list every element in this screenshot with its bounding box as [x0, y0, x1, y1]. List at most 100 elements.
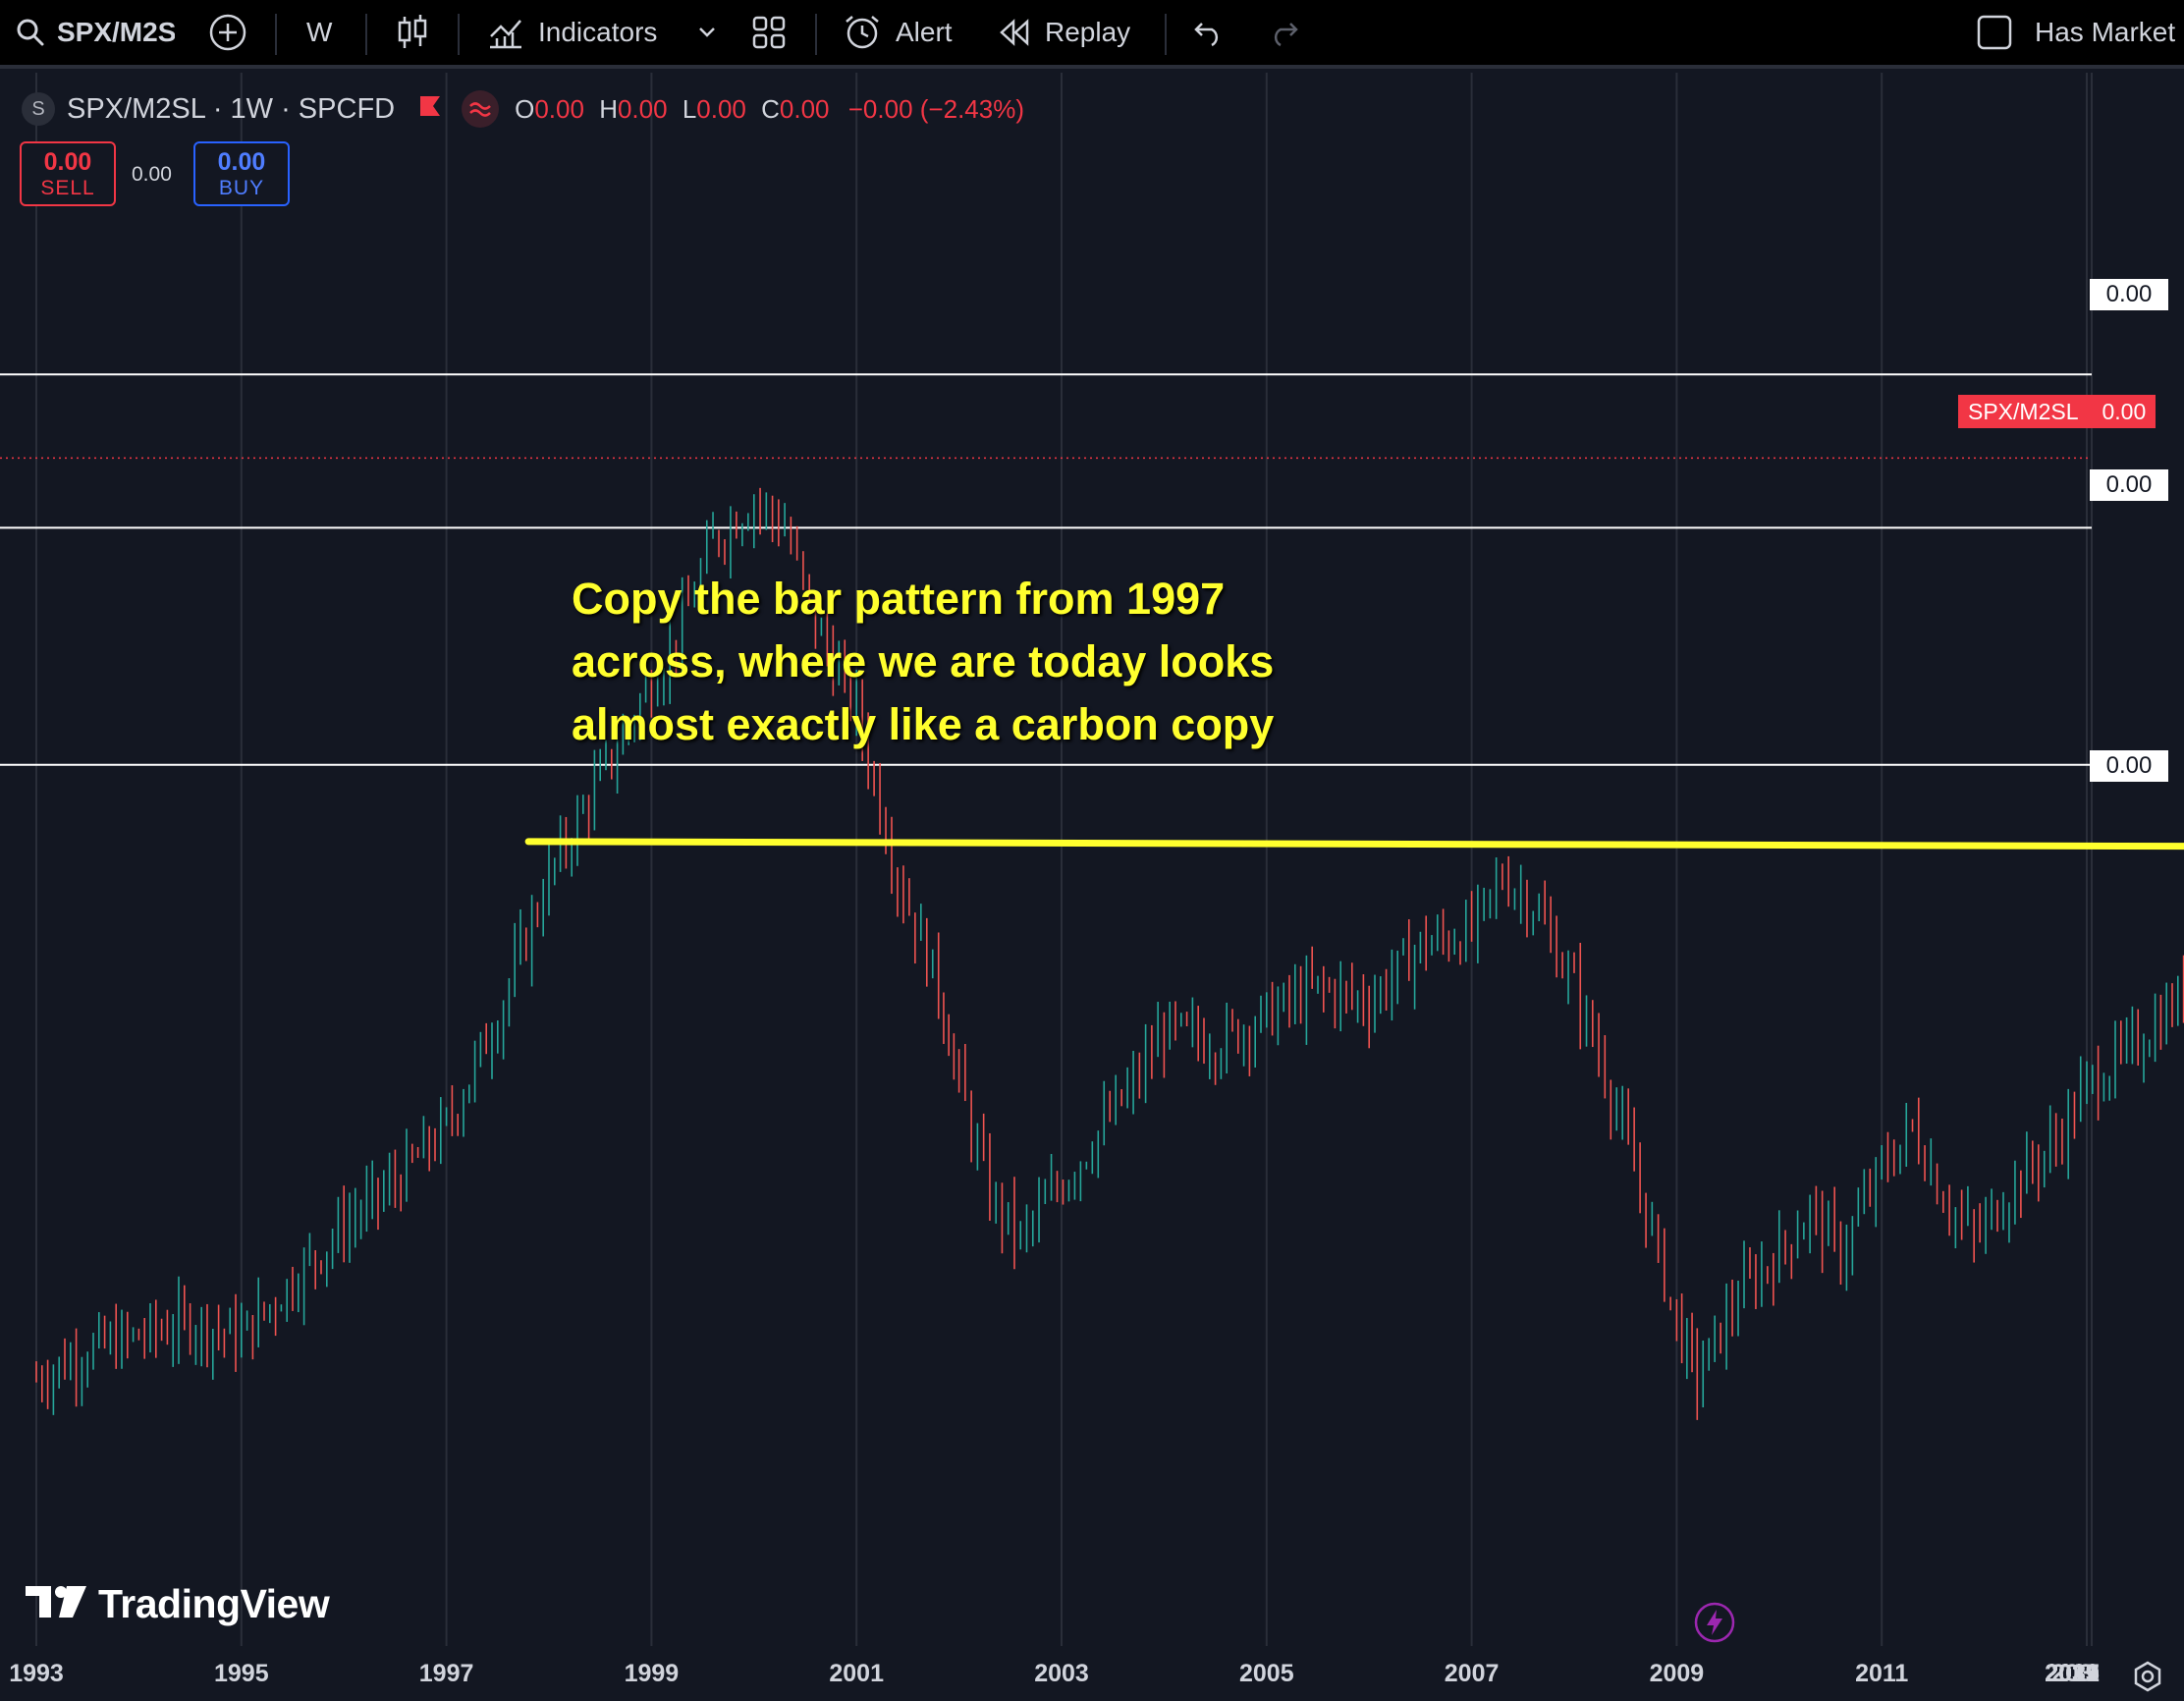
price-tag-top[interactable]: 0.00 — [2090, 279, 2168, 310]
close-key: C — [761, 93, 780, 124]
chart-type-button[interactable] — [397, 0, 428, 67]
chart-background — [0, 73, 2184, 1646]
sell-button[interactable]: 0.00 SELL — [20, 141, 116, 206]
time-axis-label: 2013 — [2045, 1660, 2100, 1687]
last-price-symbol: SPX/M2SL — [1968, 398, 2079, 424]
symbol-badge: S — [22, 92, 55, 126]
interval-button[interactable]: W — [306, 0, 332, 67]
alarm-clock-icon — [843, 13, 882, 52]
time-axis-label: 2017 — [2045, 1660, 2100, 1687]
gear-icon — [2134, 1661, 2161, 1692]
toolbar-divider — [1165, 14, 1167, 55]
toolbar-divider — [275, 14, 277, 55]
symbol-search[interactable]: SPX/M2S — [16, 0, 175, 67]
price-tag-lower[interactable]: 0.00 — [2090, 750, 2168, 782]
toolbar-divider — [815, 14, 817, 55]
indicators-label: Indicators — [538, 17, 658, 47]
series-legend: S SPX/M2SL · 1W · SPCFD O0.00 H0.00 L0.0… — [22, 90, 1024, 128]
price-chart[interactable] — [0, 73, 2184, 1646]
time-axis-label: 2005 — [1238, 1660, 1294, 1687]
time-axis-label: 2021 — [2045, 1660, 2100, 1687]
time-axis-label: 2029 — [2045, 1660, 2100, 1687]
templates-button[interactable] — [752, 0, 786, 67]
time-axis-label: 2015 — [2045, 1660, 2100, 1687]
time-axis-label: 1995 — [213, 1660, 269, 1687]
redo-icon — [1267, 18, 1300, 47]
annotation-line-3: almost exactly like a carbon copy — [572, 699, 1275, 749]
checkbox-icon[interactable] — [1976, 14, 2013, 51]
symbol-input[interactable]: SPX/M2S — [57, 17, 175, 47]
annotation-line-1: Copy the bar pattern from 1997 — [572, 574, 1226, 624]
close-value: 0.00 — [779, 93, 830, 124]
open-value: 0.00 — [534, 93, 584, 124]
interval-label: W — [306, 17, 333, 47]
low-key: L — [682, 93, 697, 124]
tradingview-logo-icon — [26, 1584, 86, 1624]
change-value: −0.00 (−2.43%) — [847, 93, 1024, 124]
tradingview-watermark: TradingView — [26, 1581, 330, 1627]
annotation-arrow-shaft — [524, 838, 2184, 850]
flag-icon[interactable] — [418, 93, 442, 126]
time-axis-label: 1993 — [9, 1660, 64, 1687]
axis-settings-button[interactable] — [2131, 1660, 2164, 1698]
lightning-icon — [1694, 1602, 1735, 1643]
last-price-value: 0.00 — [2102, 398, 2147, 424]
alert-button[interactable]: Alert — [843, 0, 953, 67]
time-axis-label: 2027 — [2045, 1660, 2100, 1687]
buy-button[interactable]: 0.00 BUY — [193, 141, 290, 206]
low-value: 0.00 — [696, 93, 746, 124]
time-axis-label: 2025 — [2045, 1660, 2100, 1687]
time-axis-label: 2007 — [1444, 1660, 1500, 1687]
watermark-text: TradingView — [98, 1581, 330, 1626]
time-axis-label: 2001 — [829, 1660, 884, 1687]
undo-icon — [1192, 18, 1226, 47]
time-axis-label: 2023 — [2045, 1660, 2100, 1687]
ohlc-values: O0.00 H0.00 L0.00 C0.00 −0.00 (−2.43%) — [515, 94, 1024, 125]
compare-button[interactable] — [208, 0, 247, 67]
chevron-down-icon — [697, 26, 717, 39]
time-axis-label: 2019 — [2045, 1660, 2100, 1687]
time-axis-label: 2031 — [2045, 1660, 2100, 1687]
time-axis-label: 2003 — [1034, 1660, 1089, 1687]
open-key: O — [515, 93, 535, 124]
time-axis-label: 2009 — [1649, 1660, 1705, 1687]
grid-icon — [752, 16, 786, 49]
candles-icon — [397, 13, 428, 52]
last-price-tag[interactable]: SPX/M2SL 0.00 — [1958, 395, 2157, 428]
layouts-dropdown[interactable] — [697, 0, 717, 67]
search-icon — [16, 18, 45, 47]
spread-value: 0.00 — [132, 163, 172, 186]
undo-button[interactable] — [1192, 0, 1226, 67]
has-market-toggle[interactable]: Has Market — [1976, 0, 2175, 67]
time-axis-label: 2011 — [1855, 1660, 1909, 1687]
sell-price: 0.00 — [43, 147, 92, 176]
wave-icon[interactable] — [462, 90, 500, 128]
flash-button[interactable] — [1693, 1601, 1736, 1649]
toolbar-divider — [458, 14, 460, 55]
chart-annotation[interactable]: Copy the bar pattern from 1997 across, w… — [572, 568, 1455, 756]
add-circle-icon — [208, 13, 247, 52]
high-key: H — [599, 93, 618, 124]
top-toolbar: SPX/M2S W Indicators Alert — [0, 0, 2184, 69]
has-market-label: Has Market — [2035, 17, 2176, 47]
buy-label: BUY — [218, 176, 265, 199]
time-axis[interactable]: 1993 1995 1997 1999 2001 2003 2005 2007 2009 2011… — [0, 1650, 2184, 1701]
redo-button[interactable] — [1267, 0, 1300, 67]
high-value: 0.00 — [617, 93, 668, 124]
price-tag-upper[interactable]: 0.00 — [2090, 469, 2168, 501]
rewind-icon — [998, 18, 1031, 47]
replay-button[interactable]: Replay — [998, 0, 1130, 67]
legend-title[interactable]: SPX/M2SL · 1W · SPCFD — [67, 92, 396, 125]
sell-label: SELL — [40, 176, 95, 199]
time-axis-label: 1997 — [418, 1660, 474, 1687]
indicators-button[interactable]: Indicators — [487, 0, 657, 67]
annotation-line-2: across, where we are today looks — [572, 636, 1275, 686]
time-axis-label: 1999 — [624, 1660, 680, 1687]
buy-price: 0.00 — [217, 147, 266, 176]
toolbar-divider — [365, 14, 367, 55]
alert-label: Alert — [896, 17, 953, 47]
chart-pane[interactable] — [0, 73, 2184, 1646]
indicators-icon — [487, 15, 524, 50]
time-axis-label: 203 — [2051, 1660, 2093, 1687]
replay-label: Replay — [1045, 17, 1131, 47]
